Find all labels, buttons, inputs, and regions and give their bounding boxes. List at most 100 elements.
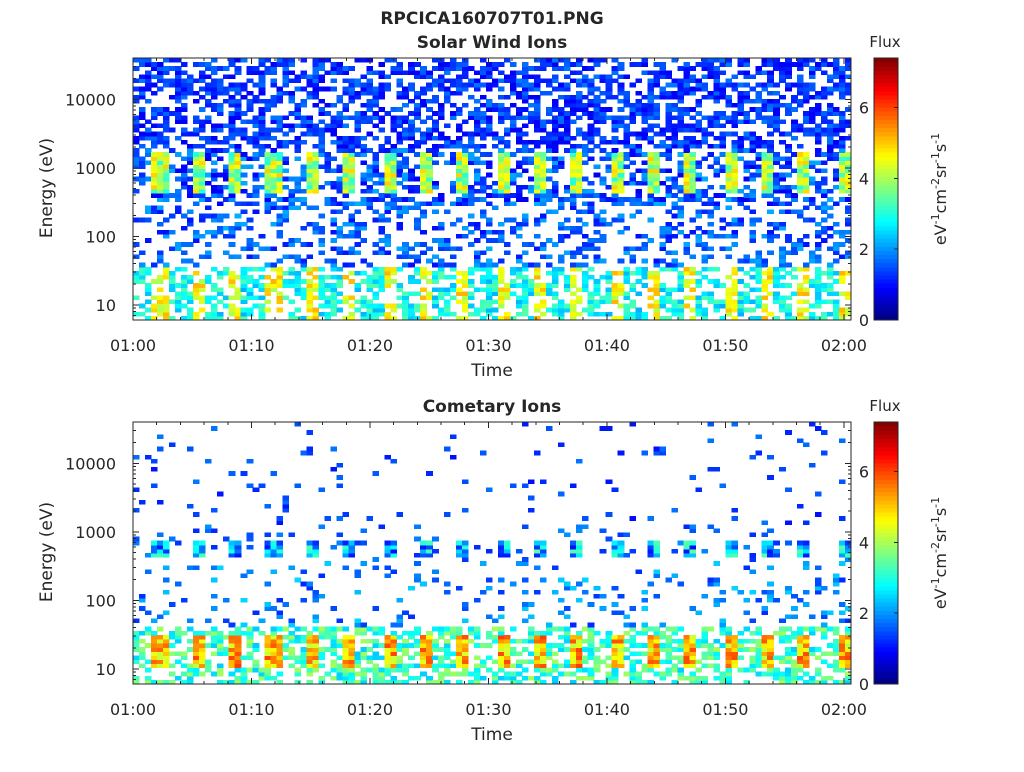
flux-cell [498, 304, 505, 309]
flux-cell [390, 128, 397, 133]
flux-cell [504, 144, 511, 149]
flux-cell [498, 553, 505, 558]
flux-cell [157, 62, 164, 67]
flux-cell [678, 83, 685, 88]
flux-cell [420, 119, 427, 124]
flux-cell [199, 119, 206, 124]
flux-cell [480, 95, 487, 100]
flux-cell [336, 181, 343, 186]
flux-cell [797, 300, 804, 305]
flux-cell [480, 185, 487, 190]
flux-cell [414, 218, 421, 223]
flux-cell [552, 103, 559, 108]
flux-cell [336, 177, 343, 182]
flux-cell [582, 234, 589, 239]
flux-cell [378, 238, 385, 243]
flux-cell [630, 152, 637, 157]
flux-cell [797, 267, 804, 272]
flux-cell [516, 271, 523, 276]
flux-cell [510, 627, 517, 632]
flux-cell [313, 308, 320, 313]
flux-cell [396, 140, 403, 145]
flux-cell [378, 144, 385, 149]
flux-cell [444, 631, 451, 636]
flux-cell [791, 124, 798, 129]
flux-cell [265, 185, 272, 190]
flux-cell [313, 156, 320, 161]
flux-cell [139, 74, 146, 79]
flux-cell [325, 87, 332, 92]
flux-cell [199, 545, 206, 550]
flux-cell [354, 144, 361, 149]
flux-cell [253, 610, 260, 615]
flux-cell [522, 242, 529, 247]
flux-cell [199, 553, 206, 558]
flux-cell [839, 136, 846, 141]
flux-cell [779, 62, 786, 67]
flux-cell [582, 107, 589, 112]
flux-cell [325, 124, 332, 129]
flux-cell [139, 181, 146, 186]
flux-cell [582, 66, 589, 71]
flux-cell [211, 91, 218, 96]
flux-cell [540, 287, 547, 292]
flux-cell [672, 177, 679, 182]
flux-cell [707, 95, 714, 100]
flux-cell [157, 152, 164, 157]
flux-cell [755, 304, 762, 309]
flux-cell [767, 91, 774, 96]
flux-cell [414, 128, 421, 133]
flux-cell [588, 140, 595, 145]
flux-cell [749, 230, 756, 235]
flux-cell [791, 246, 798, 251]
flux-cell [265, 164, 272, 169]
flux-cell [684, 185, 691, 190]
flux-cell [498, 156, 505, 161]
flux-cell [684, 197, 691, 202]
flux-cell [588, 201, 595, 206]
flux-cell [594, 99, 601, 104]
flux-cell [486, 87, 493, 92]
flux-cell [636, 181, 643, 186]
flux-cell [408, 177, 415, 182]
flux-cell [169, 602, 176, 607]
flux-cell [797, 83, 804, 88]
flux-cell [618, 185, 625, 190]
flux-cell [594, 164, 601, 169]
flux-cell [408, 255, 415, 260]
flux-cell [157, 549, 164, 554]
flux-cell [660, 246, 667, 251]
flux-cell [833, 222, 840, 227]
flux-cell [438, 132, 445, 137]
flux-cell [313, 651, 320, 656]
flux-cell [666, 250, 673, 255]
flux-cell [313, 181, 320, 186]
flux-cell [552, 148, 559, 153]
flux-cell [301, 197, 308, 202]
flux-cell [289, 189, 296, 194]
flux-cell [330, 70, 337, 75]
flux-cell [600, 275, 607, 280]
flux-cell [169, 643, 176, 648]
flux-cell [576, 295, 583, 300]
flux-cell [438, 271, 445, 276]
flux-cell [360, 655, 367, 660]
flux-cell [666, 177, 673, 182]
flux-cell [612, 140, 619, 145]
flux-cell [199, 287, 206, 292]
flux-cell [719, 132, 726, 137]
flux-cell [755, 250, 762, 255]
flux-cell [510, 201, 517, 206]
flux-cell [630, 119, 637, 124]
flux-cell [624, 250, 631, 255]
flux-cell [678, 111, 685, 116]
flux-cell [390, 164, 397, 169]
flux-cell [624, 246, 631, 251]
flux-cell [761, 263, 768, 268]
flux-cell [199, 283, 206, 288]
flux-cell [522, 602, 529, 607]
flux-cell [486, 295, 493, 300]
flux-cell [737, 111, 744, 116]
flux-cell [624, 304, 631, 309]
colorbar-swatch [874, 156, 898, 161]
